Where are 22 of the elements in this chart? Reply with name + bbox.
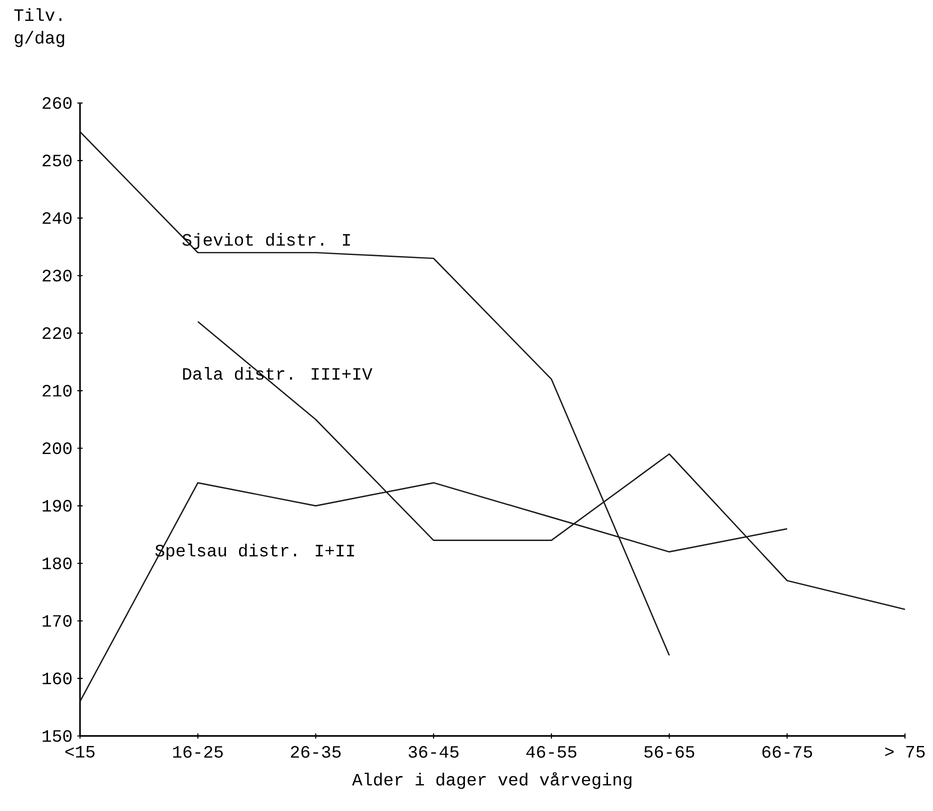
- y-tick-label: 180: [42, 557, 72, 570]
- y-axis-title: Tilv. g/dag: [14, 8, 64, 48]
- x-tick-label: <15: [65, 746, 95, 758]
- x-tick-label: 36-45: [408, 746, 458, 758]
- x-tick-label: 16-25: [173, 746, 223, 758]
- x-tick-label: 46-55: [526, 746, 576, 758]
- y-tick-label: 170: [42, 615, 72, 627]
- x-axis-title: Alder i dager ved vårveging: [352, 772, 632, 789]
- y-tick-label: 220: [42, 327, 72, 340]
- y-tick-label: 150: [42, 730, 72, 742]
- x-tick-label: 26-35: [290, 746, 341, 758]
- y-tick-label: 240: [42, 212, 72, 224]
- y-tick-label: 200: [42, 442, 72, 454]
- y-tick-label: 210: [42, 384, 72, 397]
- y-tick-label: 260: [42, 97, 72, 109]
- y-tick-label: 250: [42, 154, 72, 166]
- x-tick-label: > 75: [885, 746, 925, 758]
- y-tick-label: 160: [42, 672, 72, 684]
- y-tick-label: 230: [42, 270, 72, 282]
- x-tick-label: 56-65: [644, 746, 694, 758]
- y-tick-label: 190: [42, 500, 72, 512]
- x-tick-label: 66-75: [762, 746, 812, 758]
